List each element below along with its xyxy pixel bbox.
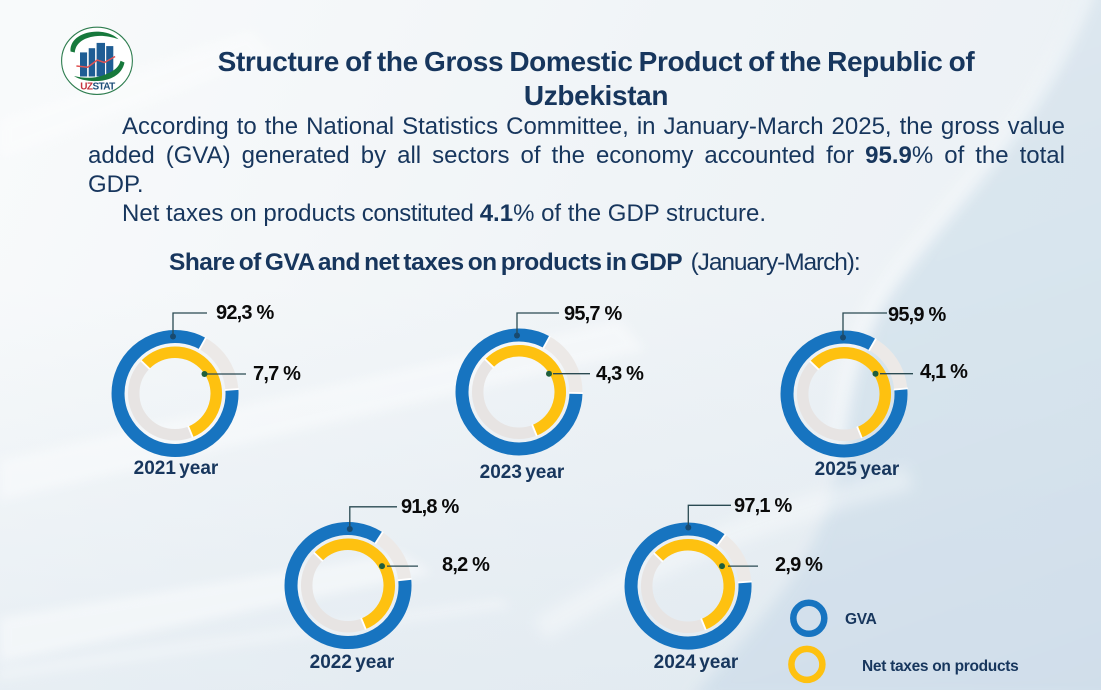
svg-text:UZSTAT: UZSTAT <box>80 82 115 93</box>
